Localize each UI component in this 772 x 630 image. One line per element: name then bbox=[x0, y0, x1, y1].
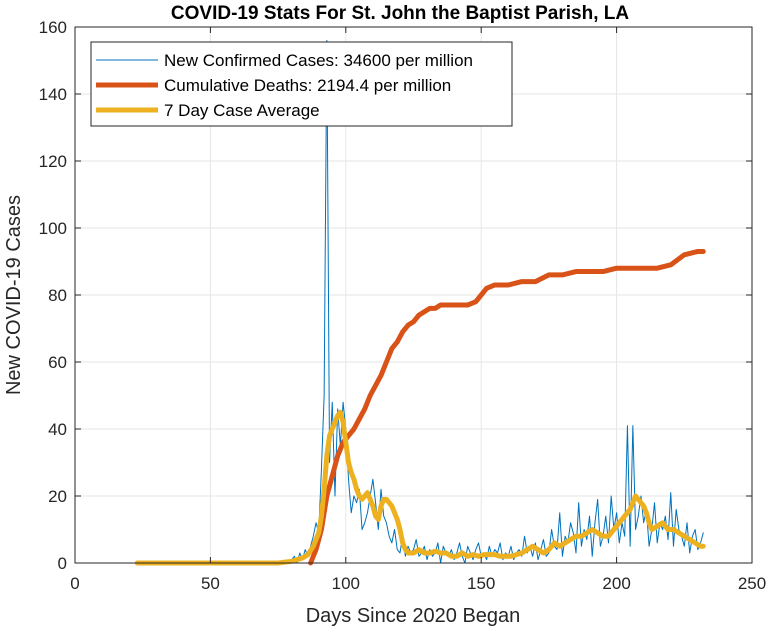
y-tick-label: 20 bbox=[48, 487, 67, 506]
x-tick-label: 50 bbox=[201, 574, 220, 593]
x-axis-ticks: 0 50 100 150 200 250 bbox=[70, 27, 766, 593]
y-tick-label: 160 bbox=[39, 18, 67, 37]
legend-label-cumulative-deaths: Cumulative Deaths: 2194.4 per million bbox=[164, 76, 451, 95]
y-tick-label: 80 bbox=[48, 286, 67, 305]
legend-box bbox=[90, 41, 513, 127]
seven-day-average-line bbox=[134, 409, 706, 566]
y-tick-label: 0 bbox=[58, 554, 67, 573]
cumulative-deaths-line bbox=[308, 248, 706, 566]
y-tick-label: 120 bbox=[39, 152, 67, 171]
x-tick-label: 0 bbox=[70, 574, 79, 593]
legend-label-seven-day-average: 7 Day Case Average bbox=[164, 101, 320, 120]
y-tick-label: 60 bbox=[48, 353, 67, 372]
x-axis-label: Days Since 2020 Began bbox=[306, 605, 521, 627]
y-axis-label: New COVID-19 Cases bbox=[3, 195, 25, 395]
y-tick-label: 40 bbox=[48, 420, 67, 439]
chart-legend: New Confirmed Cases: 34600 per million C… bbox=[90, 41, 513, 127]
x-tick-label: 200 bbox=[602, 574, 630, 593]
y-tick-label: 100 bbox=[39, 219, 67, 238]
chart-title: COVID-19 Stats For St. John the Baptist … bbox=[171, 3, 629, 24]
legend-label-new-cases: New Confirmed Cases: 34600 per million bbox=[164, 51, 473, 70]
x-tick-label: 150 bbox=[467, 574, 495, 593]
plot-series bbox=[134, 39, 706, 566]
y-axis-ticks: 0 20 40 60 80 100 120 140 160 bbox=[39, 18, 752, 573]
x-tick-label: 100 bbox=[332, 574, 360, 593]
x-tick-label: 250 bbox=[738, 574, 766, 593]
y-tick-label: 140 bbox=[39, 85, 67, 104]
